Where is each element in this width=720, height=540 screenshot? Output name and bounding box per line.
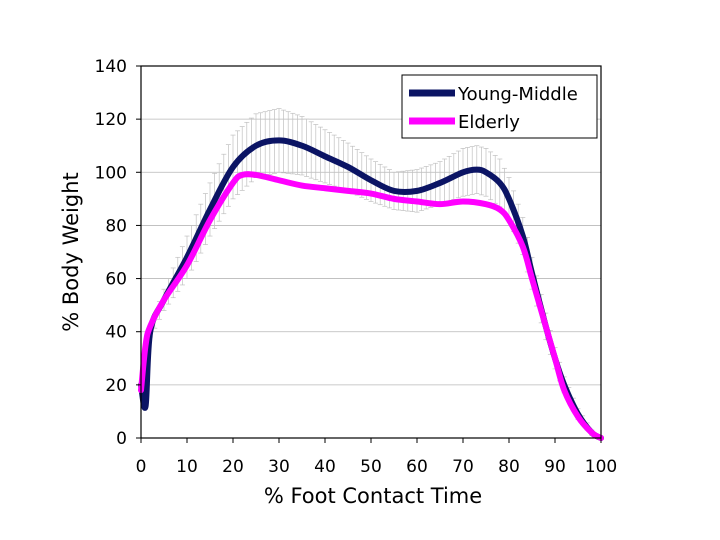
legend-label-elderly: Elderly	[458, 112, 520, 133]
x-tick-label: 100	[585, 457, 617, 477]
x-tick-label: 30	[268, 457, 290, 477]
series-lines	[138, 137, 604, 441]
y-tick-label: 120	[95, 110, 127, 130]
y-tick-label: 100	[95, 163, 127, 183]
x-tick-label: 90	[544, 457, 566, 477]
legend-box	[401, 74, 598, 139]
x-tick-label: 0	[136, 457, 147, 477]
y-tick-label: 20	[105, 376, 127, 396]
y-axis-title: % Body Weight	[59, 172, 83, 331]
series-line-elderly	[138, 171, 604, 441]
y-tick-label: 40	[105, 323, 127, 343]
y-tick-label: 140	[95, 57, 127, 77]
x-tick-label: 70	[452, 457, 474, 477]
y-axis: 0 20 40 60 80 100 120 140	[95, 57, 141, 449]
x-tick-label: 80	[498, 457, 520, 477]
x-tick-label: 60	[406, 457, 428, 477]
x-axis-title: % Foot Contact Time	[264, 484, 482, 508]
legend: Young-Middle Elderly	[401, 74, 598, 139]
y-tick-label: 60	[105, 270, 127, 290]
legend-label-young-middle: Young-Middle	[457, 84, 578, 105]
y-tick-label: 0	[116, 429, 127, 449]
x-tick-label: 40	[314, 457, 336, 477]
y-tick-label: 80	[105, 216, 127, 236]
x-axis: 0 10 20 30 40 50 60 70 80 90 100	[136, 438, 617, 477]
x-tick-label: 50	[360, 457, 382, 477]
x-tick-label: 10	[176, 457, 198, 477]
x-tick-label: 20	[222, 457, 244, 477]
